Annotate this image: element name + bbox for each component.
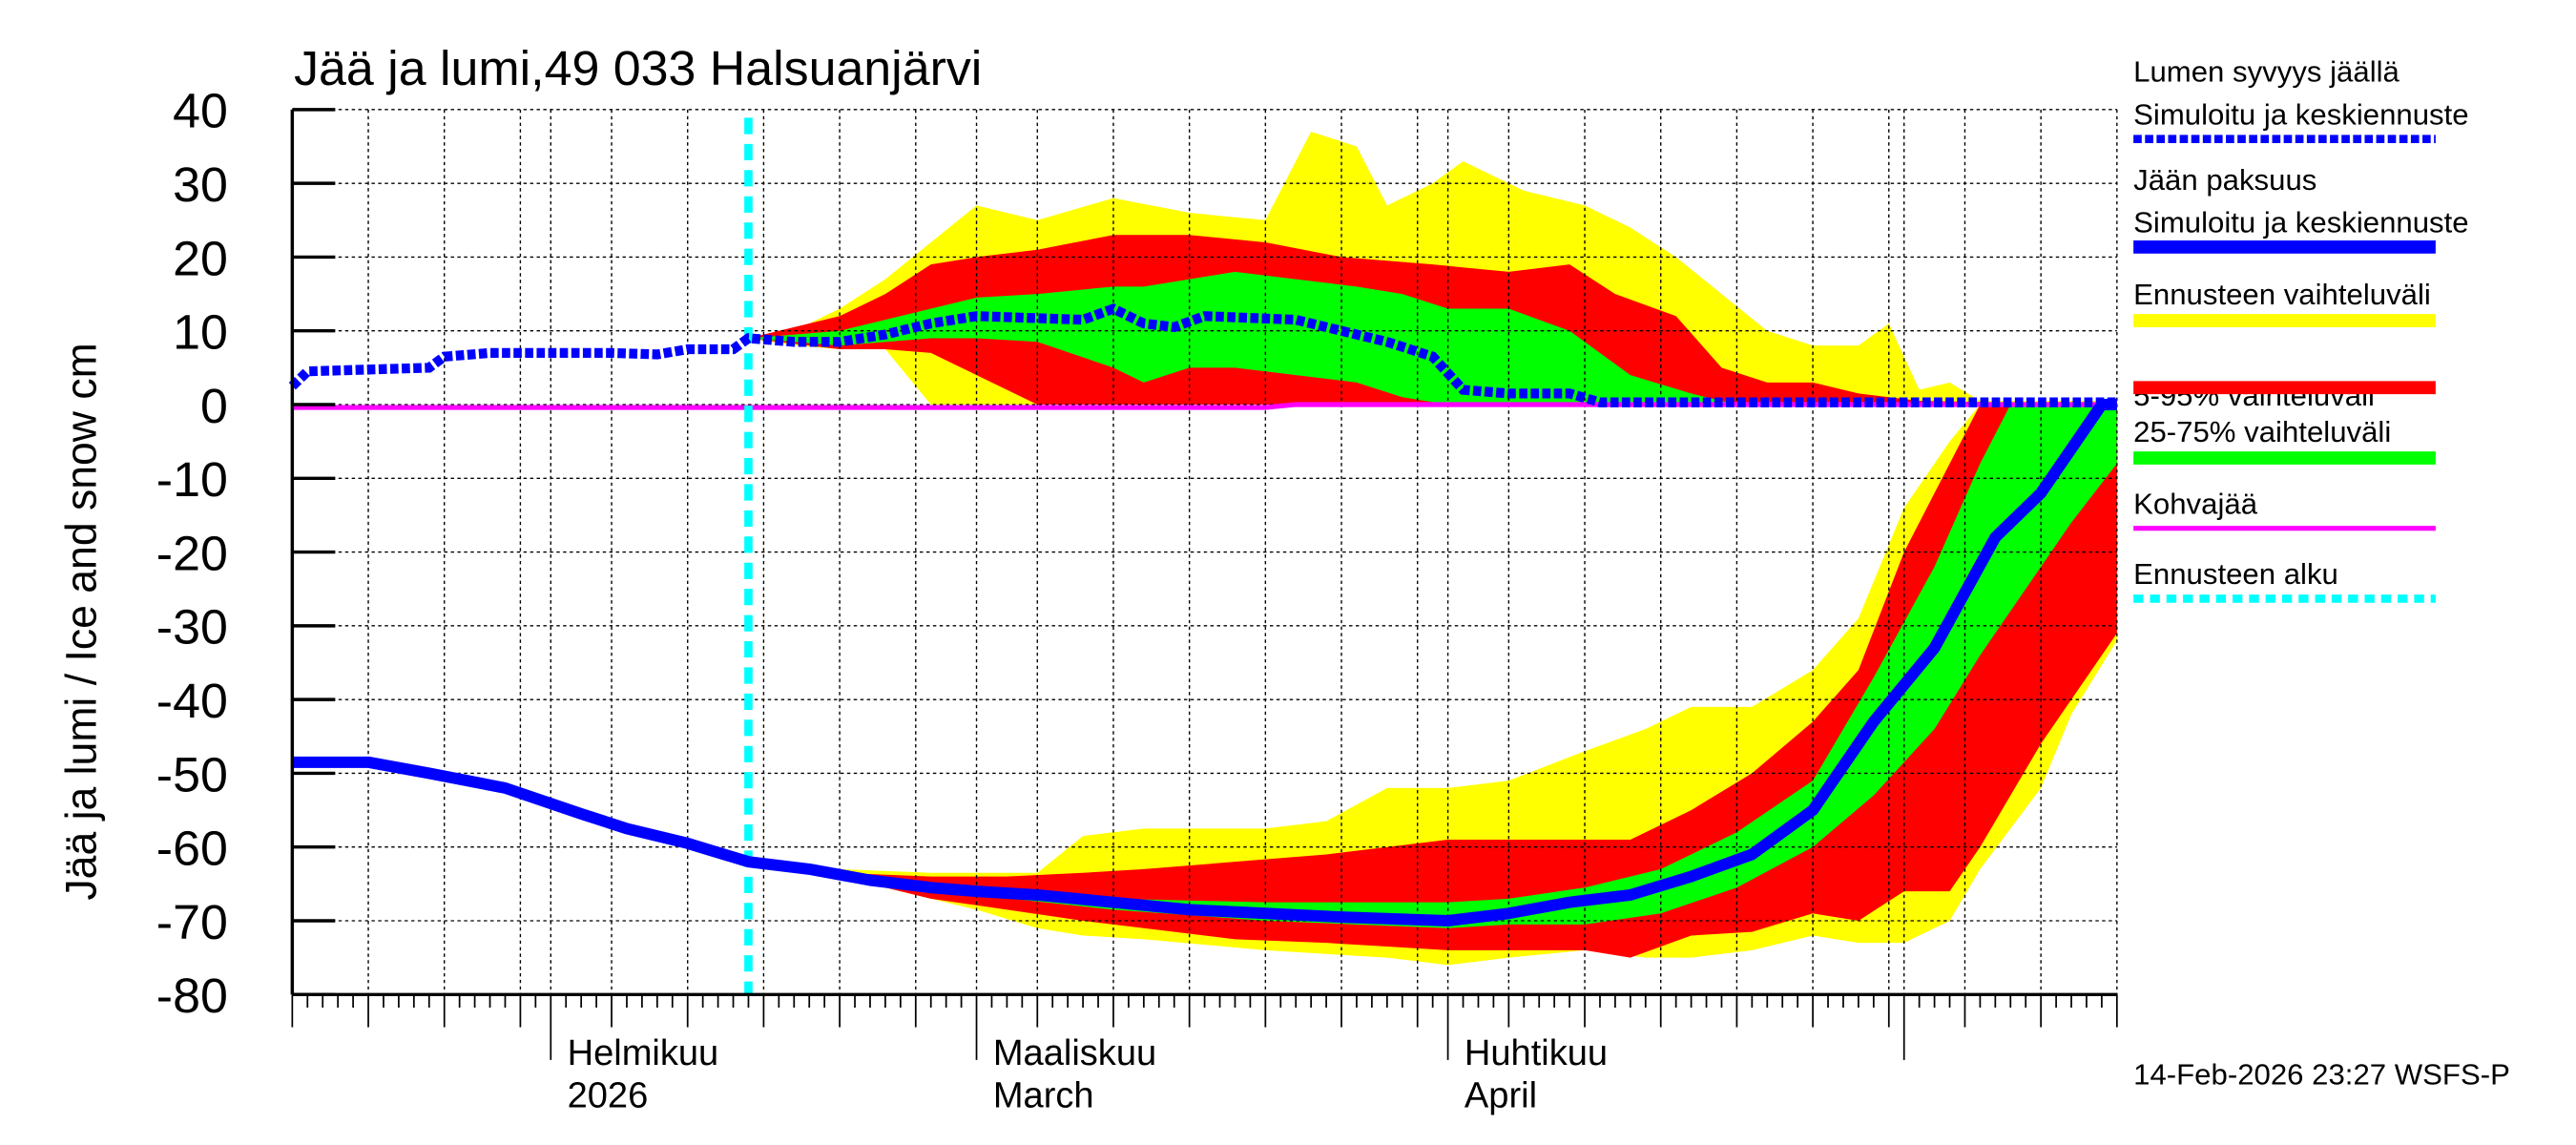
legend-label: Ennusteen alku — [2133, 557, 2338, 591]
month-label: Helmikuu — [568, 1033, 719, 1073]
y-tick-label: 20 — [173, 231, 228, 286]
y-tick-label: -50 — [156, 747, 228, 802]
legend: Lumen syvyys jäällä Simuloitu ja keskienn… — [2133, 55, 2469, 603]
y-tick-label: 0 — [200, 378, 228, 433]
ice-thickness-line — [292, 398, 2117, 927]
chart-title: Jää ja lumi,49 033 Halsuanjärvi — [294, 40, 982, 95]
month-label: Huhtikuu — [1465, 1033, 1608, 1073]
y-tick-label: 10 — [173, 304, 228, 360]
legend-sublabel: Simuloitu ja keskiennuste — [2133, 97, 2468, 131]
y-tick-label: -30 — [156, 599, 228, 655]
grid — [291, 109, 2118, 995]
y-tick-label: -40 — [156, 673, 228, 728]
y-tick-label: -80 — [156, 968, 228, 1023]
axes: 40 30 20 10 0 -10 -20 -30 -40 -50 -60 -70 -80 Helmiku… — [156, 83, 2118, 1116]
footer-timestamp: 14-Feb-2026 23:27 WSFS-P — [2133, 1058, 2510, 1092]
snow-25-75-band — [748, 271, 2117, 405]
y-tick-label: 30 — [173, 156, 228, 212]
y-tick-label: -10 — [156, 451, 228, 507]
month-sublabel: March — [993, 1076, 1094, 1116]
snow-depth-line — [288, 302, 2117, 407]
y-axis-label: Jää ja lumi / Ice and snow cm — [57, 343, 105, 900]
legend-label: Ennusteen vaihteluväli — [2133, 278, 2431, 311]
y-tick-label: -70 — [156, 894, 228, 949]
legend-label: Jään paksuus — [2133, 163, 2316, 197]
legend-label: Lumen syvyys jäällä — [2133, 55, 2399, 89]
month-label: Maaliskuu — [993, 1033, 1156, 1073]
y-tick-label: -20 — [156, 526, 228, 581]
month-sublabel: April — [1465, 1076, 1537, 1116]
y-tick-label: 40 — [173, 83, 228, 138]
bands — [748, 132, 2117, 966]
legend-sublabel: Simuloitu ja keskiennuste — [2133, 206, 2468, 239]
legend-label: Kohvajää — [2133, 487, 2258, 520]
month-sublabel: 2026 — [568, 1076, 649, 1116]
legend-label: 25-75% vaihteluväli — [2133, 415, 2391, 448]
y-tick-label: -60 — [156, 821, 228, 876]
lines — [288, 117, 2117, 995]
